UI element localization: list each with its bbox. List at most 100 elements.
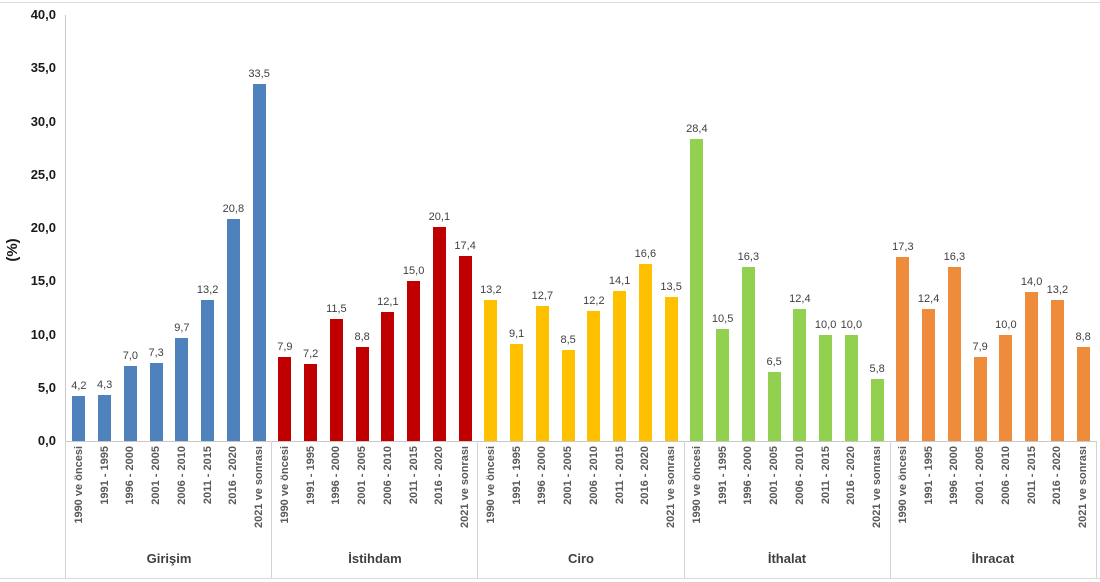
bar <box>973 356 987 441</box>
category-tick-label: 1996 - 2000 <box>330 446 343 505</box>
category-tick-label: 1990 ve öncesi <box>278 446 291 524</box>
bar-group: 17,3 12,4 16,3 7,9 10,0 14,0 13,2 8,8 <box>890 15 1096 441</box>
group-separator-line <box>1096 441 1097 578</box>
category-label-group: 1990 ve öncesi 1991 - 1995 1996 - 2000 2001… <box>272 443 478 551</box>
category-cell: 2011 - 2015 <box>401 443 427 551</box>
bar-cell: 9,1 <box>504 15 530 441</box>
bar <box>870 379 884 441</box>
category-label-group: 1990 ve öncesi 1991 - 1995 1996 - 2000 2001… <box>66 443 272 551</box>
group-label: Girişim <box>146 551 192 566</box>
group-separator-line <box>683 441 685 578</box>
bar-value-label: 12,7 <box>531 289 554 302</box>
category-tick-label: 2011 - 2015 <box>201 446 214 505</box>
category-tick-label: 2021 ve sonrası <box>253 446 266 528</box>
category-tick-label: 2006 - 2010 <box>175 446 188 505</box>
bar-cell: 13,5 <box>658 15 684 441</box>
y-tick-label: 0,0 <box>37 433 56 448</box>
bar-value-label: 13,2 <box>196 284 219 297</box>
bar <box>638 264 652 441</box>
bar-cell: 15,0 <box>401 15 427 441</box>
bar <box>535 305 549 441</box>
category-tick-label: 2006 - 2010 <box>793 446 806 505</box>
bar-cell: 12,2 <box>581 15 607 441</box>
bar-value-label: 20,1 <box>428 210 451 223</box>
bar-cell: 12,7 <box>530 15 556 441</box>
bar-cell: 13,2 <box>478 15 504 441</box>
bar-value-label: 33,5 <box>248 68 270 81</box>
y-tick-label: 20,0 <box>30 220 56 235</box>
category-cell: 2016 - 2020 <box>633 443 659 551</box>
bar <box>947 267 961 441</box>
bar-cell: 13,2 <box>195 15 221 441</box>
category-tick-label: 2011 - 2015 <box>1025 446 1038 505</box>
category-cell: 1990 ve öncesi <box>890 443 916 551</box>
category-tick-label: 1990 ve öncesi <box>484 446 497 524</box>
bar <box>458 255 472 441</box>
bar-value-label: 12,2 <box>583 295 605 308</box>
bar-value-label: 15,0 <box>402 265 425 278</box>
bar-cell: 4,3 <box>92 15 118 441</box>
category-cell: 1996 - 2000 <box>324 443 350 551</box>
bar-group: 4,2 4,3 7,0 7,3 9,7 13,2 20,8 33,5 <box>66 15 272 441</box>
y-axis-line <box>65 15 66 442</box>
group-labels-row: Girişim İstihdam Ciro İthalat İhracat <box>66 551 1096 573</box>
bar-group: 28,4 10,5 16,3 6,5 12,4 10,0 10,0 5,8 <box>684 15 890 441</box>
y-tick-label: 30,0 <box>30 113 56 129</box>
bar-cell: 28,4 <box>684 15 710 441</box>
bar-cell: 4,2 <box>66 15 92 441</box>
bar-value-label: 11,5 <box>326 302 347 315</box>
category-cell: 2001 - 2005 <box>967 443 993 551</box>
category-cell: 1996 - 2000 <box>736 443 762 551</box>
y-tick-label: 10,0 <box>30 326 56 342</box>
bar-value-label: 7,9 <box>277 340 293 353</box>
category-tick-label: 2016 - 2020 <box>639 446 652 505</box>
y-tick-label: 5,0 <box>37 379 56 395</box>
bar <box>72 396 86 441</box>
bar-value-label: 20,8 <box>222 203 245 216</box>
category-tick-label: 2001 - 2005 <box>768 446 781 505</box>
category-tick-label: 1991 - 1995 <box>304 446 317 505</box>
bar-cell: 11,5 <box>324 15 350 441</box>
category-cell: 2021 ve sonrası <box>452 443 478 551</box>
bar-cell: 10,0 <box>839 15 865 441</box>
bar-cell: 16,3 <box>942 15 968 441</box>
y-tick-label: 15,0 <box>30 273 56 289</box>
bar-cell: 14,0 <box>1019 15 1045 441</box>
category-axis-labels: 1990 ve öncesi 1991 - 1995 1996 - 2000 2001… <box>66 443 1096 551</box>
group-label: İthalat <box>767 551 807 566</box>
category-cell: 2011 - 2015 <box>813 443 839 551</box>
category-tick-label: 2011 - 2015 <box>819 446 832 505</box>
bar <box>278 356 292 441</box>
bar-value-label: 13,2 <box>1046 284 1069 297</box>
category-cell: 1991 - 1995 <box>92 443 118 551</box>
category-tick-label: 1996 - 2000 <box>536 446 549 505</box>
category-label-group: 1990 ve öncesi 1991 - 1995 1996 - 2000 2001… <box>684 443 890 551</box>
category-cell: 2016 - 2020 <box>221 443 247 551</box>
bar-cell: 10,5 <box>710 15 736 441</box>
bar-group: 13,2 9,1 12,7 8,5 12,2 14,1 16,6 13,5 <box>478 15 684 441</box>
bar-value-label: 16,6 <box>634 248 657 261</box>
group-separator-line <box>889 441 891 578</box>
category-cell: 1990 ve öncesi <box>684 443 710 551</box>
bar-value-label: 16,3 <box>737 251 760 264</box>
category-tick-label: 2021 ve sonrası <box>871 446 884 528</box>
bar <box>819 334 833 441</box>
bar <box>767 371 781 441</box>
bar <box>175 337 189 441</box>
category-tick-label: 1990 ve öncesi <box>896 446 909 524</box>
bar <box>304 364 318 441</box>
bar <box>149 363 163 441</box>
category-tick-label: 1996 - 2000 <box>124 446 137 505</box>
category-tick-label: 2016 - 2020 <box>845 446 858 505</box>
category-tick-label: 2006 - 2010 <box>587 446 600 505</box>
bar-cell: 10,0 <box>813 15 839 441</box>
bar <box>407 281 421 441</box>
bar-cell: 7,9 <box>967 15 993 441</box>
category-cell: 2016 - 2020 <box>427 443 453 551</box>
category-cell: 2006 - 2010 <box>787 443 813 551</box>
bar-cell: 10,0 <box>993 15 1019 441</box>
bar-cell: 12,1 <box>375 15 401 441</box>
group-label: İstihdam <box>348 551 402 566</box>
category-cell: 2001 - 2005 <box>761 443 787 551</box>
category-cell: 2006 - 2010 <box>169 443 195 551</box>
